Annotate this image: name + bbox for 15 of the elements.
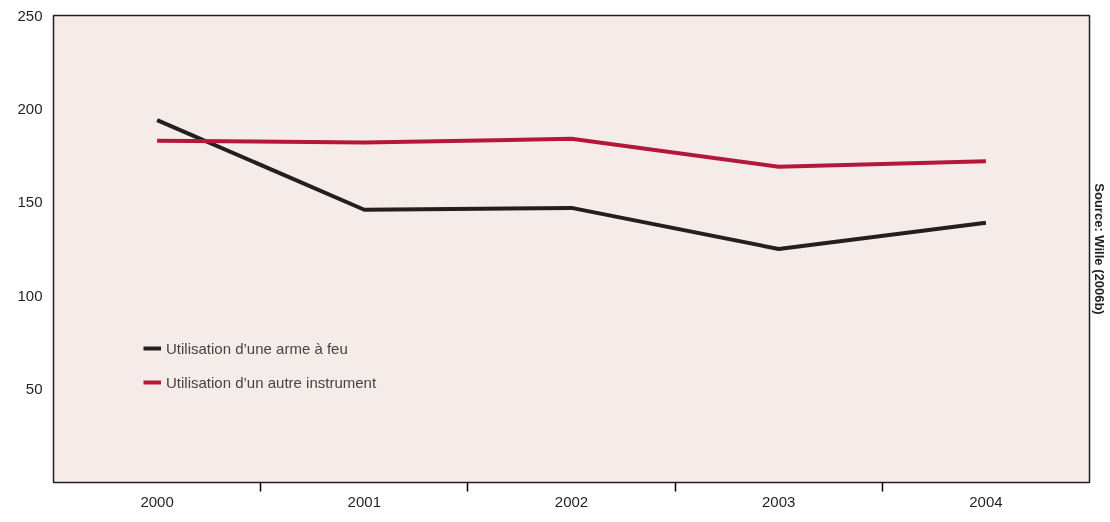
legend-label: Utilisation d’une arme à feu	[166, 339, 348, 357]
y-tick-label: 150	[17, 193, 43, 211]
legend-label: Utilisation d’un autre instrument	[166, 373, 377, 391]
line-series	[155, 118, 988, 251]
x-tick-label: 2004	[969, 492, 1003, 510]
y-tick-label: 250	[17, 6, 43, 24]
x-tick-label: 2001	[347, 492, 381, 510]
line-series	[155, 136, 988, 169]
y-tick-label: 200	[17, 99, 43, 117]
y-tick-label: 100	[17, 286, 43, 304]
y-tick-label: 50	[25, 380, 43, 398]
x-tick-label: 2002	[554, 492, 589, 510]
x-tick-label: 2003	[762, 492, 796, 510]
x-tick-label: 2000	[140, 492, 174, 510]
source-note: Source: Wille (2006b)	[1091, 183, 1107, 315]
